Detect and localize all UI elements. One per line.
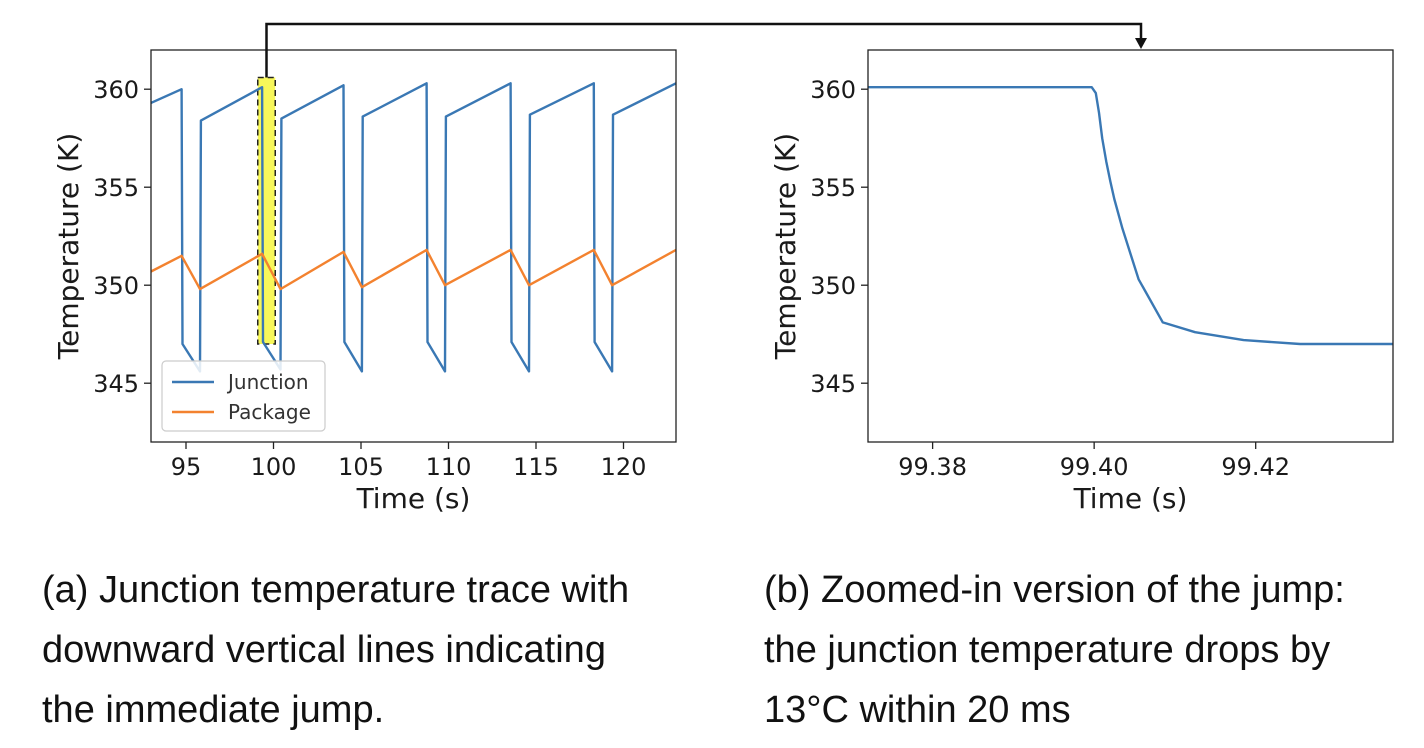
plot-area	[868, 85, 1393, 346]
y-tick-label: 355	[810, 174, 856, 202]
x-tick-label: 95	[171, 453, 202, 481]
x-tick-label: 110	[426, 453, 472, 481]
y-tick-label: 345	[810, 370, 856, 398]
x-tick-label: 105	[338, 453, 384, 481]
plot-area	[151, 82, 676, 373]
series-line-package	[151, 248, 676, 291]
y-tick-label: 355	[93, 174, 139, 202]
panel-b-chart: 99.38 99.40 99.42 345 350 355 360 Time (s) Tempe…	[769, 49, 1394, 515]
caption-b-line-2: the junction temperature drops by	[764, 629, 1331, 671]
caption-b: (b) Zoomed-in version of the jump: the j…	[764, 560, 1419, 740]
axes-frame	[150, 49, 677, 443]
x-tick-label: 99.38	[898, 453, 967, 481]
y-axis-label: Temperature (K)	[769, 133, 802, 360]
caption-b-line-1: (b) Zoomed-in version of the jump:	[764, 569, 1345, 611]
series-line-junction	[868, 85, 1393, 346]
highlight-region	[257, 76, 276, 345]
legend-box	[161, 360, 326, 432]
panel-a-chart: 95 100 105 110 115 120 345 350 355 360 Time (s) Tem…	[52, 49, 677, 515]
y-tick-label: 345	[93, 370, 139, 398]
x-tick-label: 99.40	[1060, 453, 1129, 481]
caption-b-line-3: 13°C within 20 ms	[764, 689, 1071, 731]
y-tick-label: 350	[93, 272, 139, 300]
caption-a: (a) Junction temperature trace with down…	[42, 560, 722, 740]
y-tick-label: 360	[810, 76, 856, 104]
x-tick-label: 100	[251, 453, 297, 481]
caption-a-line-1: (a) Junction temperature trace with	[42, 569, 630, 611]
x-tick-label: 115	[513, 453, 559, 481]
x-tick-label: 120	[601, 453, 647, 481]
zoom-connector-arrow	[265, 22, 1147, 78]
x-axis-label: Time (s)	[356, 482, 471, 515]
caption-a-line-3: the immediate jump.	[42, 689, 385, 731]
axes-frame	[867, 49, 1394, 443]
x-axis-label: Time (s)	[1073, 482, 1188, 515]
legend-label-junction: Junction	[226, 370, 309, 394]
legend-label-package: Package	[228, 400, 311, 424]
figure: 95 100 105 110 115 120 345 350 355 360 Time (s) Tem…	[52, 22, 1394, 515]
caption-a-line-2: downward vertical lines indicating	[42, 629, 606, 671]
y-axis-label: Temperature (K)	[52, 133, 85, 360]
y-tick-label: 360	[93, 76, 139, 104]
connector-arrowhead	[1135, 38, 1147, 49]
x-tick-label: 99.42	[1221, 453, 1290, 481]
y-tick-label: 350	[810, 272, 856, 300]
connector-line	[265, 22, 1143, 78]
series-line-junction	[151, 82, 676, 373]
